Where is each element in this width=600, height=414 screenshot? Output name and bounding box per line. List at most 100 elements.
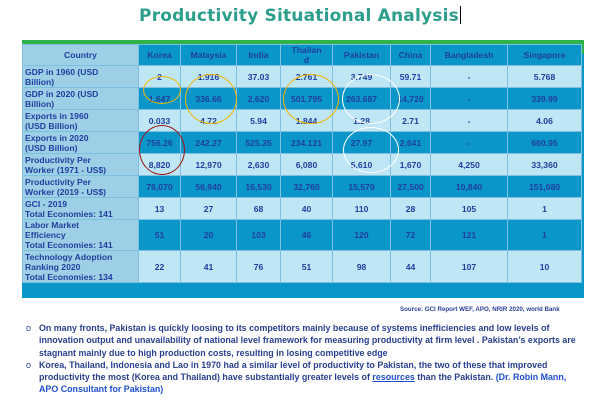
table-body: GDP in 1960 (USD Billion) 2 1.916 37.03 2.76… xyxy=(22,65,582,283)
table-row: Productivity Per Worker (1971 - US$) 8,82… xyxy=(22,153,582,176)
table-cell: 2,641 xyxy=(390,131,431,154)
table-row: Technology Adoption Ranking 2020 Total E… xyxy=(22,250,582,283)
green-top-rule xyxy=(22,40,584,44)
bullet-list: o On many fronts, Pakistan is quickly loo… xyxy=(26,322,586,396)
bullet-marker: o xyxy=(26,359,31,370)
table-cell: 5.768 xyxy=(507,65,582,88)
green-right-tab xyxy=(579,40,584,54)
table-cell: 27 xyxy=(180,197,237,220)
table-cell: 336.66 xyxy=(180,87,237,110)
table-cell: 105 xyxy=(430,197,508,220)
table-cell: 59.71 xyxy=(390,65,431,88)
table-cell: 46 xyxy=(280,219,333,251)
table-cell: 756.26 xyxy=(138,131,181,154)
table-cell: 1,647 xyxy=(138,87,181,110)
table-cell: 1 xyxy=(507,219,582,251)
table-row: Exports in 2020 (USD Billion) 756.26 242.2… xyxy=(22,131,582,154)
table-cell: 10 xyxy=(507,250,582,283)
table-cell: 1.916 xyxy=(180,65,237,88)
table-cell: - xyxy=(430,131,508,154)
table-cell: 2,620 xyxy=(236,87,281,110)
header-country-col: Bangladesh xyxy=(430,44,508,66)
table-cell: 41 xyxy=(180,250,237,283)
table-cell: 44 xyxy=(390,250,431,283)
table-cell: - xyxy=(430,109,508,132)
row-label: Technology Adoption Ranking 2020 Total E… xyxy=(22,250,139,283)
source-note: Source: GCI Report WEF, APO, NRIR 2020, … xyxy=(400,306,560,313)
header-country-col: Thailan d xyxy=(280,44,333,66)
page-title: Productivity Situational Analysis xyxy=(0,6,600,26)
table-row: GCI - 2019 Total Economies: 141 13 27 68 40 1… xyxy=(22,197,582,220)
row-label: Labor Market Efficiency Total Economies:… xyxy=(22,219,139,251)
row-label: Exports in 1960 (USD Billion) xyxy=(22,109,139,132)
table-cell: 22 xyxy=(138,250,181,283)
table-row: Productivity Per Worker (2019 - US$) 76,0… xyxy=(22,175,582,198)
table-cell: 2,630 xyxy=(236,153,281,176)
table-cell: 660.95 xyxy=(507,131,582,154)
header-country-col: Korea xyxy=(138,44,181,66)
table-cell: 1.28 xyxy=(332,109,391,132)
header-country-col: Pakistan xyxy=(332,44,391,66)
table-cell: 339.99 xyxy=(507,87,582,110)
table-cell: 5.94 xyxy=(236,109,281,132)
table-cell: - xyxy=(430,65,508,88)
table-cell: 76,070 xyxy=(138,175,181,198)
row-label: Productivity Per Worker (1971 - US$) xyxy=(22,153,139,176)
table-cell: 68 xyxy=(236,197,281,220)
table-cell: 0.033 xyxy=(138,109,181,132)
table-cell: 56,940 xyxy=(180,175,237,198)
table-cell: 76 xyxy=(236,250,281,283)
citation: (Dr. Robin Mann, APO Consultant for Paki… xyxy=(39,372,567,395)
table-cell: 16,530 xyxy=(236,175,281,198)
table-cell: 2.71 xyxy=(390,109,431,132)
table-cell: 242.27 xyxy=(180,131,237,154)
table-cell: 234.121 xyxy=(280,131,333,154)
bullet-2-text-b: than the Pakistan. xyxy=(414,372,496,383)
table-row: GDP in 1960 (USD Billion) 2 1.916 37.03 2.76… xyxy=(22,65,582,88)
table-cell: 103 xyxy=(236,219,281,251)
table-cell: 5,610 xyxy=(332,153,391,176)
table-cell: 28 xyxy=(390,197,431,220)
title-text: Productivity Situational Analysis xyxy=(139,6,459,26)
table-cell: 1 xyxy=(507,197,582,220)
table-cell: 15,570 xyxy=(332,175,391,198)
table-cell: 72 xyxy=(390,219,431,251)
table-cell: 32,760 xyxy=(280,175,333,198)
table-cell: 263.687 xyxy=(332,87,391,110)
table-cell: 27.97 xyxy=(332,131,391,154)
table-cell: 4,250 xyxy=(430,153,508,176)
bullet-marker: o xyxy=(26,323,31,333)
table-row: Exports in 1960 (USD Billion) 0.033 4.72 5.… xyxy=(22,109,582,132)
table-cell: 4.72 xyxy=(180,109,237,132)
table-row: GDP in 2020 (USD Billion) 1,647 336.66 2,62… xyxy=(22,87,582,110)
bullet-1-text: On many fronts, Pakistan is quickly loos… xyxy=(39,323,576,358)
row-label: Productivity Per Worker (2019 - US$) xyxy=(22,175,139,198)
table-cell: 1.844 xyxy=(280,109,333,132)
table-cell: 3.749 xyxy=(332,65,391,88)
table-cell: 120 xyxy=(332,219,391,251)
header-country-col: India xyxy=(236,44,281,66)
table-cell: 51 xyxy=(138,219,181,251)
table-cell: 37.03 xyxy=(236,65,281,88)
table-cell: 121 xyxy=(430,219,508,251)
table-cell: 1,670 xyxy=(390,153,431,176)
table-cell: 40 xyxy=(280,197,333,220)
header-country-col: Malaysia xyxy=(180,44,237,66)
productivity-table: Country Korea Malaysia India Thailan d Pakist… xyxy=(22,44,582,283)
header-country-col: Singapore xyxy=(507,44,582,66)
table-cell: 14,720 xyxy=(390,87,431,110)
table-cell: - xyxy=(430,87,508,110)
header-country-col: China xyxy=(390,44,431,66)
table-cell: 12,970 xyxy=(180,153,237,176)
table-cell: 51 xyxy=(280,250,333,283)
table-cell: 151,080 xyxy=(507,175,582,198)
resources-link[interactable]: resources xyxy=(372,372,415,383)
table-cell: 8,820 xyxy=(138,153,181,176)
table-cell: 13 xyxy=(138,197,181,220)
row-label: Exports in 2020 (USD Billion) xyxy=(22,131,139,154)
table-cell: 10,840 xyxy=(430,175,508,198)
table-cell: 2.761 xyxy=(280,65,333,88)
table-cell: 33,360 xyxy=(507,153,582,176)
bullet-item-1: o On many fronts, Pakistan is quickly loo… xyxy=(26,322,586,359)
row-label: GDP in 2020 (USD Billion) xyxy=(22,87,139,110)
